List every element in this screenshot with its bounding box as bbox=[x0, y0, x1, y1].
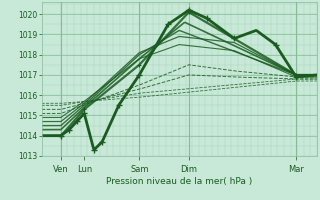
X-axis label: Pression niveau de la mer( hPa ): Pression niveau de la mer( hPa ) bbox=[106, 177, 252, 186]
